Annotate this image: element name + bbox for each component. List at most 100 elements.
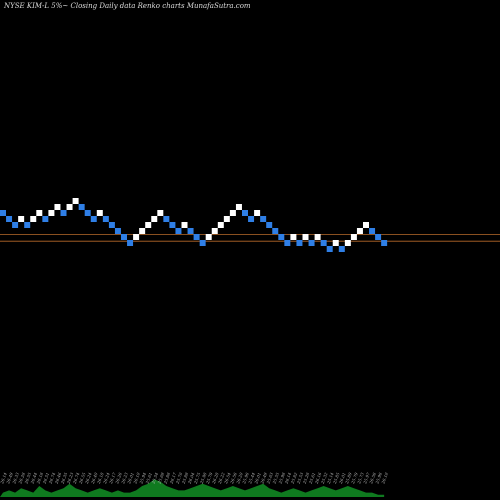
renko-brick-53 bbox=[320, 240, 327, 246]
renko-brick-32 bbox=[193, 234, 200, 240]
date-label-14: 26.24 bbox=[84, 471, 93, 485]
renko-brick-14 bbox=[84, 210, 91, 216]
renko-brick-63 bbox=[381, 240, 388, 246]
renko-brick-22 bbox=[133, 234, 140, 240]
renko-brick-4 bbox=[24, 222, 31, 228]
renko-brick-38 bbox=[229, 210, 236, 216]
renko-brick-17 bbox=[102, 216, 109, 222]
renko-brick-2 bbox=[12, 222, 19, 228]
renko-bricks bbox=[0, 198, 388, 252]
date-label-58: 25.79 bbox=[350, 471, 359, 485]
date-label-46: 25.98 bbox=[277, 471, 286, 485]
renko-brick-58 bbox=[350, 234, 357, 240]
renko-brick-34 bbox=[205, 234, 212, 240]
renko-brick-23 bbox=[139, 228, 146, 234]
date-label-13: 26.55 bbox=[78, 471, 87, 485]
renko-brick-3 bbox=[18, 216, 25, 222]
date-label-15: 26.40 bbox=[90, 471, 99, 485]
renko-brick-28 bbox=[169, 222, 176, 228]
date-label-55: 25.85 bbox=[332, 471, 341, 485]
date-label-63: 26.10 bbox=[380, 471, 389, 485]
renko-brick-59 bbox=[356, 228, 363, 234]
date-label-0: 26.14 bbox=[0, 471, 8, 485]
renko-brick-6 bbox=[36, 210, 43, 216]
date-label-41: 25.44 bbox=[247, 471, 256, 485]
renko-brick-16 bbox=[96, 210, 103, 216]
date-label-7: 26.51 bbox=[41, 472, 50, 485]
renko-brick-27 bbox=[163, 216, 170, 222]
date-label-47: 26.14 bbox=[283, 471, 292, 485]
renko-brick-37 bbox=[223, 216, 230, 222]
date-label-22: 26.10 bbox=[132, 471, 141, 485]
date-label-2: 26.33 bbox=[11, 471, 20, 485]
date-label-62: 25.96 bbox=[374, 471, 383, 485]
renko-brick-10 bbox=[60, 210, 67, 216]
date-label-43: 26.49 bbox=[259, 471, 268, 485]
renko-brick-15 bbox=[90, 216, 97, 222]
date-labels: 26.1426.4926.3326.2826.5526.4426.1826.51… bbox=[0, 471, 389, 485]
renko-brick-13 bbox=[78, 204, 85, 210]
renko-brick-50 bbox=[302, 234, 309, 240]
renko-brick-45 bbox=[272, 228, 279, 234]
renko-brick-24 bbox=[145, 222, 152, 228]
renko-brick-57 bbox=[344, 240, 351, 246]
date-label-18: 26.17 bbox=[108, 471, 117, 485]
renko-brick-47 bbox=[284, 240, 291, 246]
date-label-24: 25.61 bbox=[144, 472, 153, 485]
date-label-21: 26.01 bbox=[126, 472, 135, 485]
date-label-23: 25.94 bbox=[138, 471, 147, 485]
date-label-4: 26.55 bbox=[23, 471, 32, 485]
date-label-31: 26.04 bbox=[186, 471, 195, 485]
date-label-25: 25.54 bbox=[150, 471, 159, 485]
date-label-45: 25.55 bbox=[271, 471, 280, 485]
date-label-5: 26.44 bbox=[29, 471, 38, 485]
date-label-60: 25.97 bbox=[362, 471, 371, 485]
date-label-38: 26.56 bbox=[229, 471, 238, 485]
renko-brick-25 bbox=[151, 216, 158, 222]
renko-brick-43 bbox=[260, 216, 267, 222]
renko-brick-42 bbox=[254, 210, 261, 216]
date-label-37: 26.54 bbox=[223, 471, 232, 485]
renko-brick-51 bbox=[308, 240, 315, 246]
date-label-49: 25.53 bbox=[295, 471, 304, 485]
date-label-53: 25.32 bbox=[320, 471, 329, 485]
renko-brick-48 bbox=[290, 234, 297, 240]
date-label-52: 26.16 bbox=[313, 471, 322, 485]
renko-brick-8 bbox=[48, 210, 55, 216]
renko-brick-30 bbox=[181, 222, 188, 228]
renko-brick-29 bbox=[175, 228, 182, 234]
date-label-42: 26.01 bbox=[253, 472, 262, 485]
date-label-34: 25.79 bbox=[205, 471, 214, 485]
renko-brick-54 bbox=[326, 246, 333, 252]
date-label-44: 25.63 bbox=[265, 471, 274, 485]
renko-brick-40 bbox=[242, 210, 248, 216]
date-label-27: 25.88 bbox=[162, 471, 171, 485]
renko-brick-62 bbox=[375, 234, 382, 240]
date-label-57: 25.89 bbox=[344, 471, 353, 485]
date-label-12: 26.74 bbox=[71, 471, 80, 485]
date-label-26: 25.69 bbox=[156, 471, 165, 485]
date-label-9: 26.46 bbox=[53, 471, 62, 485]
renko-brick-55 bbox=[332, 240, 339, 246]
renko-brick-35 bbox=[211, 228, 218, 234]
renko-brick-1 bbox=[6, 216, 13, 222]
renko-brick-9 bbox=[54, 204, 61, 210]
renko-brick-12 bbox=[72, 198, 79, 204]
volume-polygon bbox=[0, 479, 385, 497]
renko-brick-49 bbox=[296, 240, 303, 246]
reference-lines bbox=[0, 234, 500, 242]
renko-brick-41 bbox=[248, 216, 255, 222]
renko-brick-31 bbox=[187, 228, 194, 234]
renko-brick-36 bbox=[217, 222, 224, 228]
renko-brick-19 bbox=[114, 228, 121, 234]
date-label-29: 25.70 bbox=[174, 471, 183, 485]
date-label-17: 26.24 bbox=[102, 471, 111, 485]
renko-brick-60 bbox=[363, 222, 369, 228]
date-label-19: 26.26 bbox=[114, 471, 123, 485]
renko-brick-5 bbox=[30, 216, 37, 222]
renko-brick-11 bbox=[66, 204, 73, 210]
renko-brick-56 bbox=[338, 246, 345, 252]
date-label-56: 26.01 bbox=[338, 472, 347, 485]
